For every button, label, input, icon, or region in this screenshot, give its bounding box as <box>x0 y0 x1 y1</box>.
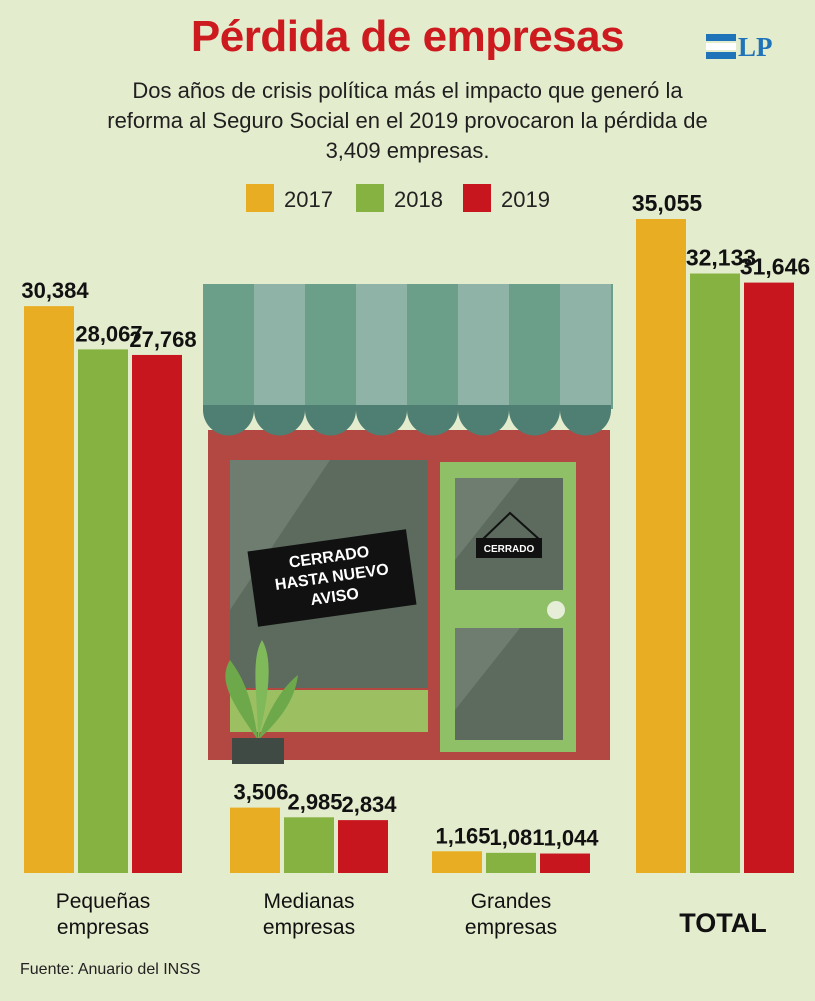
value-label-total-2019: 31,646 <box>740 254 810 280</box>
window-closed-sign: CERRADO HASTA NUEVO AVISO <box>247 529 417 627</box>
value-label-pequenas-empresas-2018: 28,067 <box>75 321 142 346</box>
bar-grandes-empresas-2019 <box>540 853 590 873</box>
source-note: Fuente: Anuario del INSS <box>20 961 201 978</box>
value-label-grandes-empresas-2018: 1,081 <box>489 825 544 850</box>
bar-medianas-empresas-2019 <box>338 820 388 873</box>
bars <box>24 219 794 873</box>
legend-swatch-2017 <box>246 184 274 212</box>
legend-swatch-2018 <box>356 184 384 212</box>
bar-medianas-empresas-2018 <box>284 817 334 873</box>
category-label-grandes-empresas: Grandes <box>471 890 552 913</box>
plant-icon <box>225 640 298 764</box>
bar-grandes-empresas-2017 <box>432 851 482 873</box>
door-sign-text: CERRADO <box>484 544 535 555</box>
legend: 2017 2018 2019 <box>246 184 550 212</box>
legend-label-2017: 2017 <box>284 187 333 212</box>
value-label-medianas-empresas-2019: 2,834 <box>341 792 397 817</box>
logo-flag-icon <box>706 34 736 59</box>
page-title: Pérdida de empresas <box>190 12 625 61</box>
bar-pequenas-empresas-2018 <box>78 349 128 873</box>
category-label-medianas-empresas: empresas <box>263 916 355 939</box>
value-label-total-2017: 35,055 <box>632 190 703 216</box>
category-label-pequenas-empresas: empresas <box>57 916 149 939</box>
bar-total-2017 <box>636 219 686 873</box>
value-labels: 30,38428,06727,7683,5062,9852,8341,1651,… <box>21 190 810 851</box>
shop-illustration: CERRADO HASTA NUEVO AVISO CERRADO <box>203 284 613 764</box>
door-closed-sign: CERRADO <box>476 511 542 558</box>
door-knob <box>547 601 565 619</box>
category-label-grandes-empresas: empresas <box>465 916 557 939</box>
bar-total-2019 <box>744 282 794 873</box>
value-label-pequenas-empresas-2017: 30,384 <box>21 278 89 303</box>
logo-text: LP <box>738 32 773 62</box>
bar-total-2018 <box>690 273 740 873</box>
value-label-grandes-empresas-2017: 1,165 <box>435 823 490 848</box>
bar-grandes-empresas-2018 <box>486 852 536 873</box>
value-label-medianas-empresas-2018: 2,985 <box>287 789 342 814</box>
legend-label-2019: 2019 <box>501 187 550 212</box>
category-label-medianas-empresas: Medianas <box>263 890 354 913</box>
window-sign-line-3: AVISO <box>309 586 360 610</box>
bar-medianas-empresas-2017 <box>230 807 280 873</box>
bar-pequenas-empresas-2019 <box>132 354 182 873</box>
category-label-pequenas-empresas: Pequeñas <box>56 890 151 913</box>
legend-swatch-2019 <box>463 184 491 212</box>
value-label-medianas-empresas-2017: 3,506 <box>233 780 288 805</box>
category-labels: Pequeñas empresas Medianas empresas Grandes e… <box>56 890 767 939</box>
legend-label-2018: 2018 <box>394 187 443 212</box>
value-label-grandes-empresas-2019: 1,044 <box>543 826 599 851</box>
value-label-total-2018: 32,133 <box>686 245 756 271</box>
value-label-pequenas-empresas-2019: 27,768 <box>129 327 196 352</box>
page-subtitle: Dos años de crisis política más el impac… <box>107 78 708 163</box>
bar-pequenas-empresas-2017 <box>24 306 74 873</box>
category-label-total: TOTAL <box>679 908 767 938</box>
